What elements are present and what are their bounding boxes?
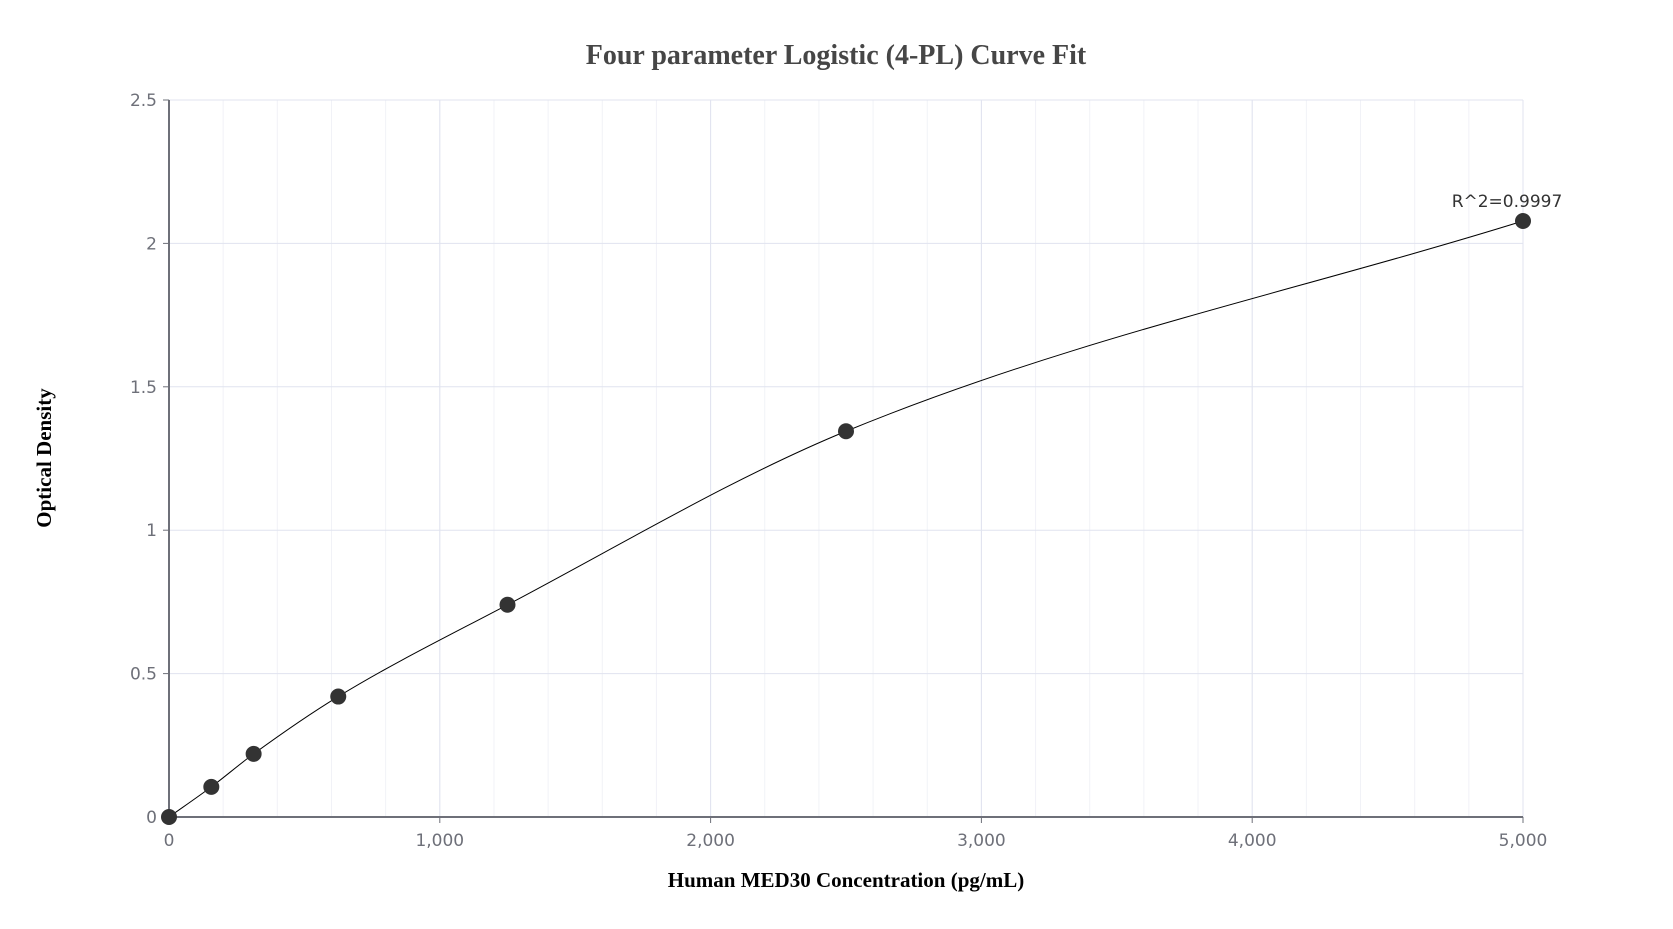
minor-gridlines	[168, 100, 1524, 817]
y-axis-title: Optical Density	[32, 388, 56, 528]
y-tick-label: 1.5	[130, 378, 157, 398]
x-tick-label: 1,000	[415, 831, 464, 851]
x-tick-label: 5,000	[1499, 831, 1548, 851]
y-axis-ticks: 0 0.5 1 1.5 2 2.5	[130, 91, 169, 828]
x-tick-label: 3,000	[957, 831, 1006, 851]
x-tick-label: 4,000	[1228, 831, 1277, 851]
data-point-marker[interactable]	[838, 423, 854, 440]
data-points	[161, 213, 1531, 825]
data-point-marker[interactable]	[245, 745, 262, 762]
x-tick-label: 2,000	[686, 831, 735, 851]
chart-title: Four parameter Logistic (4-PL) Curve Fit	[586, 40, 1087, 71]
r-squared-annotation: R^2=0.9997	[1452, 192, 1563, 212]
axes	[168, 100, 1523, 818]
y-tick-label: 1	[146, 521, 157, 541]
major-gridlines	[168, 99, 1524, 818]
y-tick-label: 0.5	[130, 665, 157, 685]
fit-curve	[168, 220, 1524, 818]
x-axis-title: Human MED30 Concentration (pg/mL)	[668, 868, 1024, 892]
y-tick-label: 0	[146, 808, 157, 828]
y-tick-label: 2	[146, 234, 157, 254]
x-axis-ticks: 0 1,000 2,000 3,000 4,000 5,000	[164, 817, 1548, 851]
data-point-marker[interactable]	[161, 809, 177, 825]
data-point-marker[interactable]	[499, 596, 516, 613]
data-point-marker[interactable]	[1515, 213, 1531, 230]
y-tick-label: 2.5	[130, 91, 157, 111]
data-point-marker[interactable]	[203, 778, 220, 795]
data-point-marker[interactable]	[330, 688, 347, 705]
x-tick-label: 0	[164, 831, 175, 851]
